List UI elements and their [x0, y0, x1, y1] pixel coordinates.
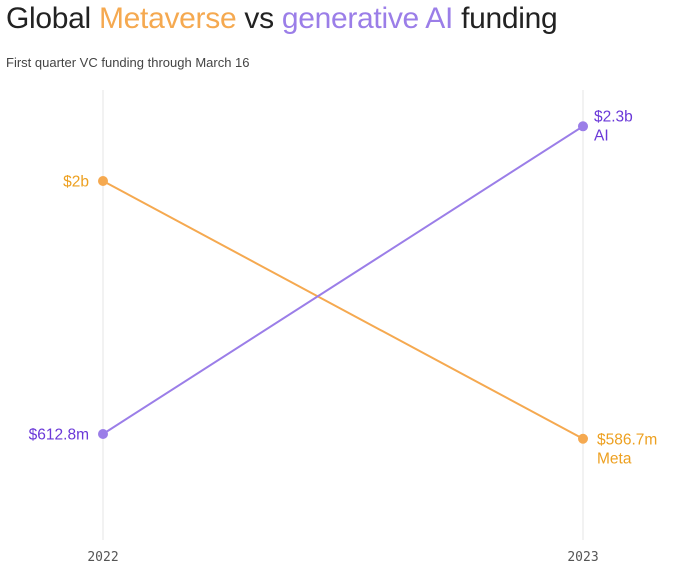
title-middle: vs	[236, 2, 282, 35]
title-prefix: Global	[6, 2, 99, 35]
data-label-meta-2023: $586.7m	[597, 431, 657, 448]
x-tick-label-2022: 2022	[87, 550, 118, 565]
title-metaverse: Metaverse	[98, 2, 237, 35]
series-line-ai	[102, 125, 584, 435]
series-name-label-meta: Meta	[597, 450, 632, 467]
series-line-meta	[102, 180, 584, 440]
chart-title: Global Metaverse vs generative AI fundin…	[6, 2, 558, 36]
data-label-meta-2022: $2b	[63, 174, 89, 191]
chart-subtitle: First quarter VC funding through March 1…	[6, 55, 250, 70]
data-point-meta-2022	[98, 176, 108, 186]
data-point-ai-2022	[98, 429, 108, 439]
title-suffix: funding	[453, 2, 558, 35]
data-point-ai-2023	[578, 121, 588, 132]
data-label-ai-2022: $612.8m	[29, 427, 89, 444]
x-tick-label-2023: 2023	[567, 550, 598, 565]
title-generative-ai: generative AI	[281, 2, 454, 35]
series-name-label-ai: AI	[594, 127, 609, 144]
data-point-meta-2023	[578, 433, 588, 444]
data-label-ai-2023: $2.3b	[594, 108, 633, 125]
